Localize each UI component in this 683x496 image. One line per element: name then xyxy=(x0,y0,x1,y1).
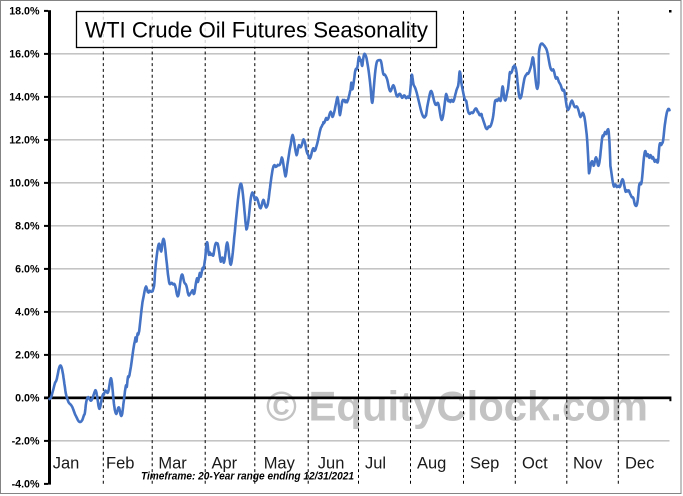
svg-text:WTI Crude Oil Futures Seasonal: WTI Crude Oil Futures Seasonality xyxy=(85,18,428,43)
svg-text:0.0%: 0.0% xyxy=(15,393,40,405)
svg-text:Apr: Apr xyxy=(212,455,238,473)
svg-text:Jan: Jan xyxy=(53,455,80,473)
svg-text:18.0%: 18.0% xyxy=(9,6,40,18)
svg-text:Jun: Jun xyxy=(318,455,345,473)
svg-text:Dec: Dec xyxy=(625,455,654,473)
svg-text:14.0%: 14.0% xyxy=(9,92,40,104)
svg-text:-4.0%: -4.0% xyxy=(12,479,40,491)
svg-text:2.0%: 2.0% xyxy=(15,350,40,362)
svg-text:6.0%: 6.0% xyxy=(15,264,40,276)
svg-text:16.0%: 16.0% xyxy=(9,49,40,61)
svg-text:12.0%: 12.0% xyxy=(9,135,40,147)
svg-text:10.0%: 10.0% xyxy=(9,178,40,190)
svg-text:© EquityClock.com: © EquityClock.com xyxy=(266,383,648,430)
svg-text:8.0%: 8.0% xyxy=(15,221,40,233)
svg-text:4.0%: 4.0% xyxy=(15,307,40,319)
svg-text:Sep: Sep xyxy=(470,455,499,473)
svg-text:May: May xyxy=(264,455,296,473)
svg-text:Jul: Jul xyxy=(365,455,386,473)
svg-text:Feb: Feb xyxy=(106,455,134,473)
svg-text:-2.0%: -2.0% xyxy=(12,436,40,448)
svg-text:Oct: Oct xyxy=(522,455,548,473)
svg-text:Timeframe: 20-Year range endin: Timeframe: 20-Year range ending 12/31/20… xyxy=(141,471,354,483)
svg-text:Mar: Mar xyxy=(158,455,187,473)
svg-text:Aug: Aug xyxy=(417,455,446,473)
svg-text:Nov: Nov xyxy=(573,455,603,473)
